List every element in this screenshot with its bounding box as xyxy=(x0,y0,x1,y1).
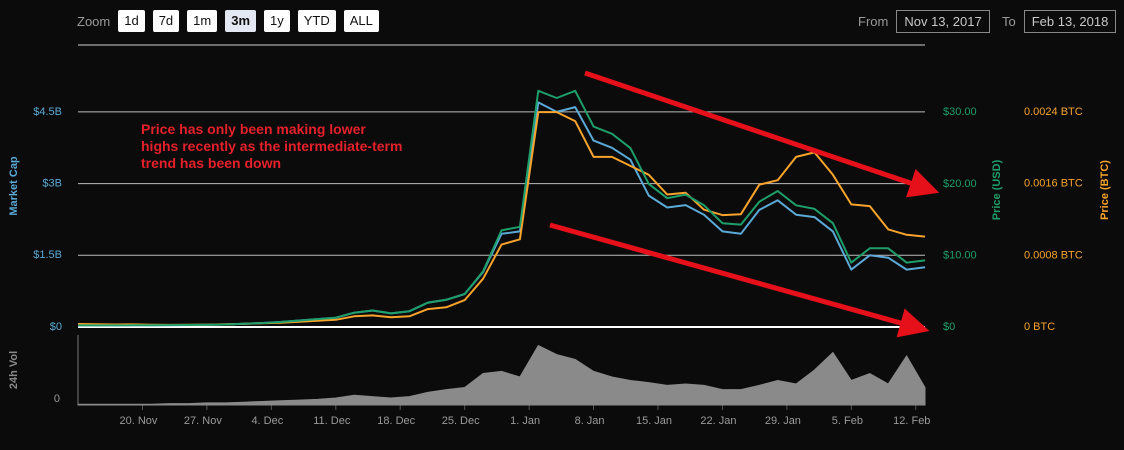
y3-tick-label: 0.0008 BTC xyxy=(1024,249,1083,261)
x-tick-label: 27. Nov xyxy=(184,415,222,427)
y2-tick-label: $10.00 xyxy=(943,249,977,261)
y2-tick-label: $0 xyxy=(943,321,955,333)
x-tick-label: 12. Feb xyxy=(893,415,930,427)
y-tick-label: $4.5B xyxy=(33,106,62,118)
y-tick-label: $0 xyxy=(50,321,62,333)
zoom-button[interactable]: 3m xyxy=(225,10,257,32)
x-tick-label: 20. Nov xyxy=(119,415,157,427)
series-line xyxy=(78,89,926,327)
x-tick-label: 1. Jan xyxy=(510,415,540,427)
zoom-button[interactable]: YTD xyxy=(297,10,336,32)
zoom-button[interactable]: 7d xyxy=(152,10,180,32)
trend-arrow xyxy=(549,222,930,338)
y3-tick-label: 0.0016 BTC xyxy=(1024,178,1083,190)
volume-area xyxy=(77,344,926,406)
x-tick-label: 11. Dec xyxy=(313,415,351,427)
trend-arrow xyxy=(584,70,940,198)
to-range: To Feb 13, 2018 xyxy=(1002,9,1117,33)
x-tick-label: 29. Jan xyxy=(765,415,801,427)
x-tick-label: 25. Dec xyxy=(442,415,480,427)
annotation: Price has only been making lower highs r… xyxy=(141,121,403,171)
y3-tick-label: 0.0024 BTC xyxy=(1024,106,1083,118)
y-tick-label: $1.5B xyxy=(33,249,62,261)
zoom-button[interactable]: 1d xyxy=(118,10,145,32)
from-input[interactable]: Nov 13, 2017 xyxy=(896,9,990,33)
to-input[interactable]: Feb 13, 2018 xyxy=(1023,9,1117,33)
axis-title: Market Cap xyxy=(8,156,20,216)
from-range: From Nov 13, 2017 xyxy=(858,9,990,33)
zoom-button[interactable]: 1m xyxy=(187,10,218,32)
zoom-button[interactable]: 1y xyxy=(264,10,290,32)
x-tick-label: 4. Dec xyxy=(251,415,283,427)
y2-tick-label: $30.00 xyxy=(943,106,977,118)
y3-tick-label: 0 BTC xyxy=(1024,321,1055,333)
x-tick-label: 8. Jan xyxy=(575,415,605,427)
x-tick-label: 22. Jan xyxy=(700,415,736,427)
y2-tick-label: $20.00 xyxy=(943,178,977,190)
axis-title: Price (BTC) xyxy=(1099,160,1111,220)
x-tick-label: 5. Feb xyxy=(832,415,863,427)
from-label: From xyxy=(858,13,889,29)
y-tick-label: $3B xyxy=(42,178,62,190)
x-tick-label: 15. Jan xyxy=(636,415,672,427)
axis-title: 24h Vol xyxy=(8,351,20,389)
zoom-bar: Zoom 1d 7d 1m 3m 1y YTD ALL xyxy=(77,10,379,32)
zoom-label: Zoom xyxy=(77,13,111,29)
to-label: To xyxy=(1002,13,1016,29)
vol-tick-label: 0 xyxy=(54,393,60,405)
zoom-button[interactable]: ALL xyxy=(343,10,379,32)
axis-title: Price (USD) xyxy=(991,159,1003,220)
x-tick-label: 18. Dec xyxy=(377,415,415,427)
